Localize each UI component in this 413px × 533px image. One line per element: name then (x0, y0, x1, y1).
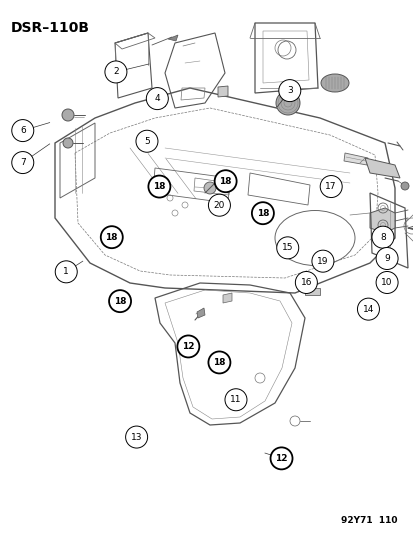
Text: 5: 5 (144, 137, 150, 146)
Circle shape (109, 290, 131, 312)
Text: 12: 12 (275, 454, 287, 463)
Text: 12: 12 (182, 342, 194, 351)
Text: 4: 4 (154, 94, 160, 103)
Text: 3: 3 (286, 86, 292, 95)
Polygon shape (197, 308, 204, 318)
Text: 92Y71  110: 92Y71 110 (340, 516, 396, 525)
Polygon shape (304, 288, 319, 295)
Text: 6: 6 (20, 126, 26, 135)
Text: 14: 14 (362, 305, 373, 313)
Polygon shape (223, 293, 231, 303)
Text: 18: 18 (114, 297, 126, 305)
Circle shape (177, 335, 199, 358)
Circle shape (146, 87, 168, 110)
Circle shape (375, 271, 397, 294)
Circle shape (135, 130, 158, 152)
Circle shape (276, 237, 298, 259)
Text: 17: 17 (325, 182, 336, 191)
Circle shape (104, 61, 127, 83)
Circle shape (62, 109, 74, 121)
Text: 18: 18 (105, 233, 118, 241)
Polygon shape (343, 153, 367, 165)
Circle shape (125, 426, 147, 448)
Circle shape (204, 182, 216, 194)
Circle shape (275, 91, 299, 115)
Text: 8: 8 (379, 233, 385, 241)
Circle shape (371, 226, 393, 248)
Text: 11: 11 (230, 395, 241, 404)
Circle shape (251, 202, 273, 224)
Text: 18: 18 (153, 182, 165, 191)
Circle shape (214, 170, 236, 192)
Circle shape (356, 298, 379, 320)
Circle shape (319, 175, 342, 198)
Polygon shape (168, 35, 178, 41)
Text: 19: 19 (316, 257, 328, 265)
Polygon shape (364, 158, 399, 178)
Text: 20: 20 (213, 201, 225, 209)
Text: 10: 10 (380, 278, 392, 287)
Text: 7: 7 (20, 158, 26, 167)
Circle shape (12, 119, 34, 142)
Circle shape (55, 261, 77, 283)
Text: 15: 15 (281, 244, 293, 252)
Polygon shape (369, 208, 394, 233)
Text: 9: 9 (383, 254, 389, 263)
Polygon shape (218, 86, 228, 97)
Circle shape (311, 250, 333, 272)
Text: 13: 13 (131, 433, 142, 441)
Text: 1: 1 (63, 268, 69, 276)
Circle shape (208, 351, 230, 374)
Circle shape (63, 138, 73, 148)
Circle shape (294, 271, 317, 294)
Circle shape (208, 194, 230, 216)
Text: 18: 18 (219, 177, 231, 185)
Text: 18: 18 (256, 209, 268, 217)
Text: 18: 18 (213, 358, 225, 367)
Circle shape (400, 182, 408, 190)
Text: DSR–110B: DSR–110B (10, 21, 89, 35)
Circle shape (278, 79, 300, 102)
Circle shape (12, 151, 34, 174)
Text: 16: 16 (300, 278, 311, 287)
Circle shape (100, 226, 123, 248)
Circle shape (148, 175, 170, 198)
Circle shape (218, 179, 230, 191)
Circle shape (270, 447, 292, 470)
Circle shape (224, 389, 247, 411)
Ellipse shape (320, 74, 348, 92)
Circle shape (375, 247, 397, 270)
Text: 2: 2 (113, 68, 119, 76)
